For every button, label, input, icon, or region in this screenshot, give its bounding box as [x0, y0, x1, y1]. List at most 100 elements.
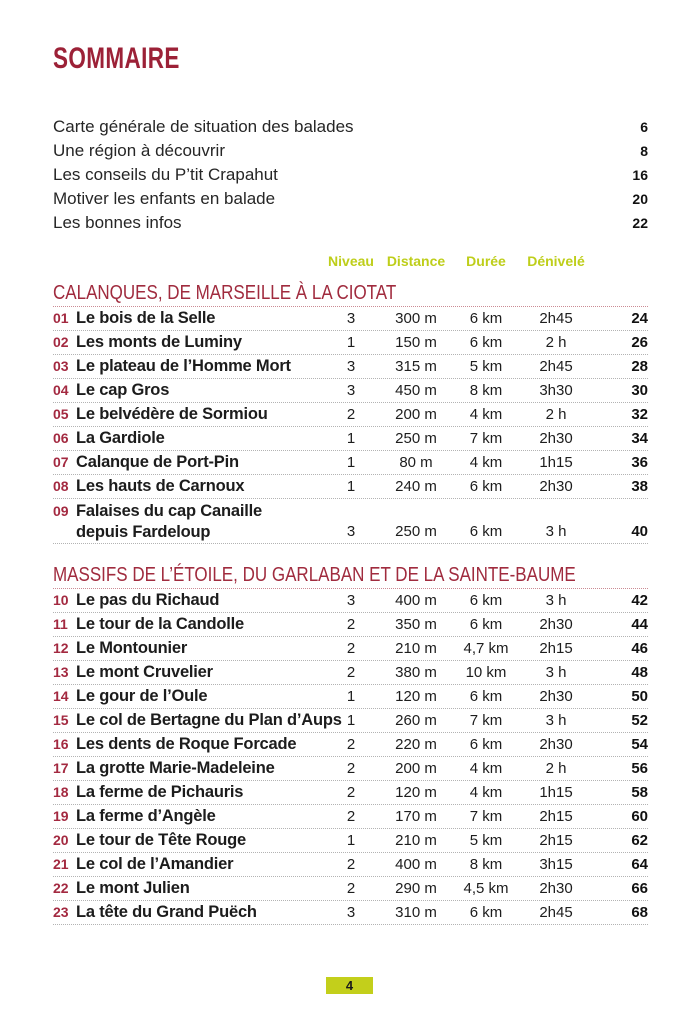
section-title: CALANQUES, DE MARSEILLE À LA CIOTAT	[53, 282, 397, 304]
duration-value: 6 km	[469, 478, 503, 495]
level-value: 2	[346, 856, 356, 873]
elevation-value: 2 h	[545, 406, 567, 423]
elevation-value: 1h15	[539, 454, 573, 471]
distance-value: 315 m	[395, 358, 437, 375]
distance-value: 380 m	[395, 664, 437, 681]
duration-value: 7 km	[469, 430, 503, 447]
distance-value: 200 m	[395, 760, 437, 777]
route-title: La tête du Grand Puëch	[76, 903, 257, 921]
route-row: 07 Calanque de Port-Pin 1 80 m 4 km 1h15 36	[53, 451, 648, 475]
elevation-value: 3 h	[545, 523, 567, 540]
intro-page-number: 8	[640, 143, 648, 159]
duration-value: 7 km	[469, 712, 503, 729]
intro-label: Motiver les enfants en balade	[53, 189, 276, 208]
route-page-number: 40	[631, 523, 648, 540]
route-page-number: 58	[631, 784, 648, 801]
elevation-value: 2h30	[539, 736, 573, 753]
section-heading: CALANQUES, DE MARSEILLE À LA CIOTAT	[53, 283, 648, 307]
route-page-number: 56	[631, 760, 648, 777]
route-row: 01 Le bois de la Selle 3 300 m 6 km 2h45 24	[53, 307, 648, 331]
route-number: 14	[53, 688, 69, 704]
intro-label: Une région à découvrir	[53, 141, 225, 160]
intro-label: Les conseils du P’tit Crapahut	[53, 165, 278, 184]
elevation-value: 2 h	[545, 334, 567, 351]
page-number: 4	[345, 978, 354, 993]
route-title: Les monts de Luminy	[76, 333, 242, 351]
elevation-value: 3 h	[545, 664, 567, 681]
section-heading: MASSIFS DE L’ÉTOILE, DU GARLABAN ET DE L…	[53, 565, 648, 589]
route-label: 21 Le col de l’Amandier	[53, 853, 320, 876]
route-number: 20	[53, 832, 69, 848]
route-number: 19	[53, 808, 69, 824]
distance-value: 240 m	[395, 478, 437, 495]
route-number: 15	[53, 712, 69, 728]
duration-value: 5 km	[469, 358, 503, 375]
route-title: La grotte Marie-Madeleine	[76, 759, 275, 777]
route-row: 23 La tête du Grand Puëch 3 310 m 6 km 2h45 68	[53, 901, 648, 925]
column-header-denivele: Dénivelé	[527, 253, 585, 269]
route-label: 11 Le tour de la Candolle	[53, 613, 320, 636]
route-label: 13 Le mont Cruvelier	[53, 661, 320, 684]
route-label: 20 Le tour de Tête Rouge	[53, 829, 320, 852]
level-value: 1	[346, 334, 356, 351]
toc-intro-item: Carte générale de situation des balades 6	[53, 115, 648, 139]
distance-value: 350 m	[395, 616, 437, 633]
route-page-number: 26	[631, 334, 648, 351]
route-number: 16	[53, 736, 69, 752]
route-page-number: 32	[631, 406, 648, 423]
route-title: Le cap Gros	[76, 381, 170, 399]
route-number: 02	[53, 334, 69, 350]
route-number: 03	[53, 358, 69, 374]
route-row: 17 La grotte Marie-Madeleine 2 200 m 4 km 2 h…	[53, 757, 648, 781]
elevation-value: 2h30	[539, 688, 573, 705]
route-number: 10	[53, 592, 69, 608]
intro-page-number: 20	[632, 191, 648, 207]
route-title: Le belvédère de Sormiou	[76, 405, 268, 423]
level-value: 2	[346, 664, 356, 681]
elevation-value: 2h15	[539, 808, 573, 825]
route-label: 08 Les hauts de Carnoux	[53, 475, 320, 498]
level-value: 3	[346, 358, 356, 375]
level-value: 3	[346, 592, 356, 609]
distance-value: 120 m	[395, 784, 437, 801]
duration-value: 6 km	[469, 523, 503, 540]
route-title: Les hauts de Carnoux	[76, 477, 245, 495]
duration-value: 5 km	[469, 832, 503, 849]
duration-value: 7 km	[469, 808, 503, 825]
route-row: 19 La ferme d’Angèle 2 170 m 7 km 2h15 60	[53, 805, 648, 829]
distance-value: 250 m	[395, 430, 437, 447]
route-title: Le bois de la Selle	[76, 309, 216, 327]
route-number: 06	[53, 430, 69, 446]
route-label: 12 Le Montounier	[53, 637, 320, 660]
elevation-value: 2h45	[539, 358, 573, 375]
distance-value: 400 m	[395, 856, 437, 873]
level-value: 2	[346, 640, 356, 657]
duration-value: 4 km	[469, 784, 503, 801]
route-label: 18 La ferme de Pichauris	[53, 781, 320, 804]
route-label: 04 Le cap Gros	[53, 379, 320, 402]
route-row: 03 Le plateau de l’Homme Mort 3 315 m 5 km 2h…	[53, 355, 648, 379]
elevation-value: 2h15	[539, 640, 573, 657]
elevation-value: 3h30	[539, 382, 573, 399]
distance-value: 170 m	[395, 808, 437, 825]
toc-section: CALANQUES, DE MARSEILLE À LA CIOTAT 01 Le …	[53, 283, 648, 544]
route-row: 16 Les dents de Roque Forcade 2 220 m 6 km 2h…	[53, 733, 648, 757]
route-row: 06 La Gardiole 1 250 m 7 km 2h30 34	[53, 427, 648, 451]
route-title-line2: depuis Fardeloup	[76, 523, 211, 541]
column-header-spacer	[590, 252, 648, 270]
route-number: 18	[53, 784, 69, 800]
distance-value: 120 m	[395, 688, 437, 705]
route-row: 02 Les monts de Luminy 1 150 m 6 km 2 h 26	[53, 331, 648, 355]
duration-value: 6 km	[469, 736, 503, 753]
duration-value: 4,5 km	[463, 880, 509, 897]
column-header-niveau: Niveau	[328, 253, 374, 269]
distance-value: 450 m	[395, 382, 437, 399]
duration-value: 6 km	[469, 310, 503, 327]
route-page-number: 48	[631, 664, 648, 681]
distance-value: 210 m	[395, 640, 437, 657]
distance-value: 310 m	[395, 904, 437, 921]
route-number: 12	[53, 640, 69, 656]
level-value: 3	[346, 310, 356, 327]
level-value: 1	[346, 832, 356, 849]
